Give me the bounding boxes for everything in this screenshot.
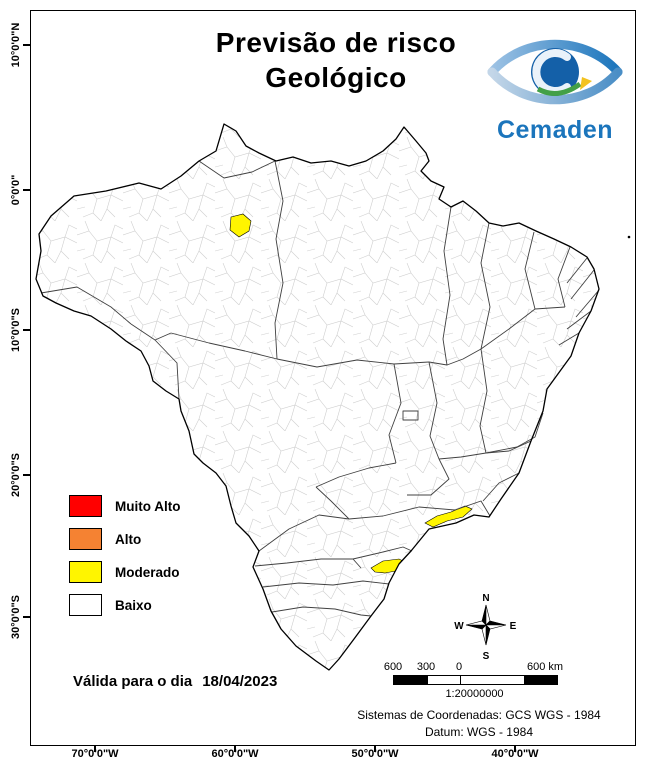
axis-tick (23, 44, 30, 46)
scale-label: 300 (416, 661, 436, 673)
legend-item-moderado: Moderado (69, 561, 180, 583)
legend-label: Moderado (115, 564, 180, 580)
map-frame: Previsão de risco Geológico (30, 10, 636, 746)
risk-legend: Muito Alto Alto Moderado Baixo (69, 495, 180, 616)
scale-segment (394, 676, 427, 684)
title-line2: Geológico (265, 62, 407, 93)
latitude-label: 20°0'0"S (10, 452, 22, 498)
cemaden-logo: Cemaden (477, 27, 633, 145)
brazil-map (35, 123, 631, 671)
cemaden-wordmark: Cemaden (496, 116, 614, 144)
state-borders (40, 160, 600, 617)
longitude-label: 40°0'0"W (491, 748, 539, 760)
legend-label: Alto (115, 531, 142, 547)
axis-tick (94, 745, 96, 752)
scale-segment (427, 676, 460, 684)
legend-label: Baixo (115, 597, 152, 613)
axis-tick (23, 616, 30, 618)
scale-label: 600 (383, 661, 403, 673)
compass-n: N (482, 593, 489, 604)
scale-segment (460, 676, 524, 684)
scale-ratio: 1:20000000 (445, 688, 504, 700)
page-title: Previsão de risco Geológico (141, 25, 531, 95)
scale-bar-graphic (393, 675, 558, 685)
scale-bar-labels: 600 300 0 600 km (384, 661, 573, 674)
projection-line1: Sistemas de Coordenadas: GCS WGS - 1984 (357, 708, 601, 723)
legend-label: Muito Alto (115, 498, 181, 514)
axis-tick (514, 745, 516, 752)
island-dot (627, 235, 631, 239)
compass-rose-icon: N S W E (454, 593, 517, 662)
scale-segment (524, 676, 557, 684)
projection-line2: Datum: WGS - 1984 (424, 725, 534, 740)
latitude-label: 10°0'0"N (10, 22, 22, 68)
compass-e: E (510, 621, 517, 632)
legend-item-muito-alto: Muito Alto (69, 495, 180, 517)
validity-label: Válida para o dia (73, 673, 193, 690)
axis-tick (23, 329, 30, 331)
legend-item-alto: Alto (69, 528, 180, 550)
legend-swatch-alto (69, 528, 102, 550)
latitude-label: 30°0'0"S (10, 594, 22, 640)
projection-note: Sistemas de Coordenadas: GCS WGS - 1984 … (329, 707, 629, 741)
compass-w: W (454, 621, 464, 632)
compass-s: S (483, 651, 490, 659)
risk-area-moderado-litoral-sp (424, 505, 473, 528)
legend-swatch-baixo (69, 594, 102, 616)
cemaden-eye-icon (487, 39, 623, 105)
legend-swatch-moderado (69, 561, 102, 583)
brazil-outline (35, 123, 600, 671)
risk-area-moderado-amazonas (229, 213, 252, 238)
legend-item-baixo: Baixo (69, 594, 180, 616)
validity-date: 18/04/2023 (202, 673, 278, 690)
axis-tick (234, 745, 236, 752)
title-line1: Previsão de risco (215, 27, 457, 58)
validity-note: Válida para o dia 18/04/2023 (73, 673, 277, 690)
longitude-label: 70°0'0"W (71, 748, 119, 760)
scale-label: 0 (455, 661, 463, 673)
longitude-label: 50°0'0"W (351, 748, 399, 760)
latitude-label: 10°0'0"S (10, 307, 22, 353)
latitude-label: 0°0'0" (10, 174, 22, 206)
axis-tick (23, 474, 30, 476)
north-arrow: N S W E (454, 591, 518, 662)
scale-label: 600 km (526, 661, 564, 673)
legend-swatch-muito-alto (69, 495, 102, 517)
scale-bar: 600 300 0 600 km 1:20000000 (384, 661, 573, 700)
longitude-label: 60°0'0"W (211, 748, 259, 760)
axis-tick (374, 745, 376, 752)
axis-tick (23, 189, 30, 191)
